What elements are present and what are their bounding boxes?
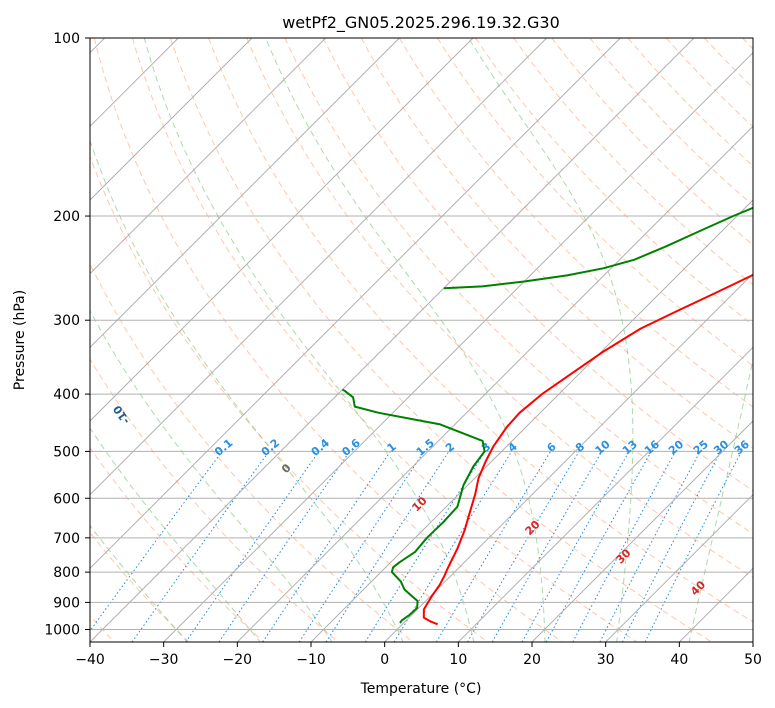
dry-adiabat-line bbox=[436, 38, 753, 367]
y-tick-label: 300 bbox=[53, 313, 80, 329]
x-tick-label: 30 bbox=[597, 652, 615, 668]
isotherm-line bbox=[384, 272, 753, 642]
x-axis-label: Temperature (°C) bbox=[360, 681, 482, 697]
isotherm-line bbox=[310, 199, 753, 642]
x-axis: −40 −30 −20 −10 0 10 20 30 40 50 bbox=[75, 642, 762, 668]
y-tick-label: 1000 bbox=[44, 622, 80, 638]
profile-series bbox=[341, 206, 753, 626]
mixing-ratio-line bbox=[325, 451, 450, 642]
isotherm-line bbox=[90, 38, 695, 642]
dry-adiabat-line bbox=[284, 38, 753, 535]
mixing-ratio-line bbox=[185, 451, 320, 642]
y-tick-label: 400 bbox=[53, 387, 80, 403]
moist-adiabats bbox=[90, 38, 753, 642]
x-tick-label: 10 bbox=[449, 652, 467, 668]
x-tick-label: 20 bbox=[523, 652, 541, 668]
mixing-ratio-line bbox=[545, 451, 652, 642]
dry-adiabat-line bbox=[170, 38, 712, 642]
dry-adiabat-line bbox=[90, 358, 339, 642]
dewpoint-profile-line bbox=[443, 206, 753, 290]
y-tick-label: 100 bbox=[53, 31, 80, 47]
dry-adiabat-line bbox=[90, 155, 488, 642]
x-tick-label: 0 bbox=[380, 652, 389, 668]
isotherm-line bbox=[90, 38, 253, 201]
moist-adiabat-line bbox=[143, 38, 475, 642]
y-tick-label: 600 bbox=[53, 491, 80, 507]
plot-frame bbox=[89, 37, 754, 643]
temperature-profile-line bbox=[422, 273, 753, 626]
moist-adiabat-line bbox=[265, 38, 546, 642]
y-tick-label: 900 bbox=[53, 595, 80, 611]
isotherm-line bbox=[605, 493, 753, 642]
dry-adiabat-line bbox=[322, 38, 753, 492]
x-tick-label: 50 bbox=[744, 652, 762, 668]
isotherms bbox=[90, 38, 753, 642]
moist-adiabat-line bbox=[688, 356, 753, 642]
moist-adiabat-line bbox=[468, 38, 634, 642]
dry-adiabat-line bbox=[398, 38, 753, 408]
pressure-grid bbox=[90, 38, 753, 630]
dry-adiabat-line bbox=[551, 38, 753, 246]
isotherm-line bbox=[90, 38, 621, 570]
moist-adiabat-line bbox=[90, 427, 261, 642]
x-tick-label: −30 bbox=[149, 652, 179, 668]
isotherm-line bbox=[531, 420, 753, 642]
mixing-ratio-line bbox=[521, 451, 630, 642]
isotherm-line bbox=[90, 38, 474, 422]
plot-area: -100-90-80-70-60-50-40-30-20-100.10.20.4… bbox=[90, 38, 753, 642]
dry-adiabat-line bbox=[208, 38, 753, 623]
y-tick-label: 500 bbox=[53, 444, 80, 460]
dry-adiabat-line bbox=[246, 38, 753, 578]
isotherm-line bbox=[457, 346, 753, 642]
isotherm-line bbox=[163, 51, 753, 642]
isotherm-line bbox=[90, 38, 400, 349]
y-tick-label: 700 bbox=[53, 531, 80, 547]
isotherm-line bbox=[90, 38, 548, 496]
x-tick-label: 40 bbox=[670, 652, 688, 668]
mixing-ratio-line bbox=[218, 451, 351, 642]
x-tick-label: −20 bbox=[223, 652, 253, 668]
mixing-ratio-line bbox=[262, 451, 391, 642]
dry-adiabat-line bbox=[589, 38, 753, 206]
dewpoint-profile-line bbox=[341, 388, 486, 624]
mixing-ratio-line bbox=[644, 451, 742, 642]
y-tick-label: 200 bbox=[53, 209, 80, 225]
dry-adiabat-line bbox=[131, 38, 638, 642]
moist-adiabat-line bbox=[90, 309, 333, 642]
moist-adiabat-line bbox=[90, 524, 188, 642]
x-tick-label: −10 bbox=[296, 652, 326, 668]
dry-adiabat-line bbox=[90, 262, 414, 642]
chart-title: wetPf2_GN05.2025.296.19.32.G30 bbox=[282, 13, 560, 33]
moist-adiabat-line bbox=[90, 139, 404, 642]
isotherm-line bbox=[236, 125, 753, 642]
y-axis: 100 200 300 400 500 600 700 800 900 1000 bbox=[44, 31, 90, 638]
mixing-ratio-line bbox=[298, 451, 425, 642]
dry-adiabat-line bbox=[90, 446, 264, 642]
dry-adiabat-line bbox=[93, 38, 563, 642]
mixing-ratio-line bbox=[90, 451, 223, 632]
y-axis-label: Pressure (hPa) bbox=[12, 290, 28, 390]
y-tick-label: 800 bbox=[53, 565, 80, 581]
x-tick-label: −40 bbox=[75, 652, 105, 668]
mixing-ratio-line bbox=[572, 451, 676, 642]
isotherm-line bbox=[90, 38, 327, 275]
mixing-ratio-line bbox=[393, 451, 513, 642]
